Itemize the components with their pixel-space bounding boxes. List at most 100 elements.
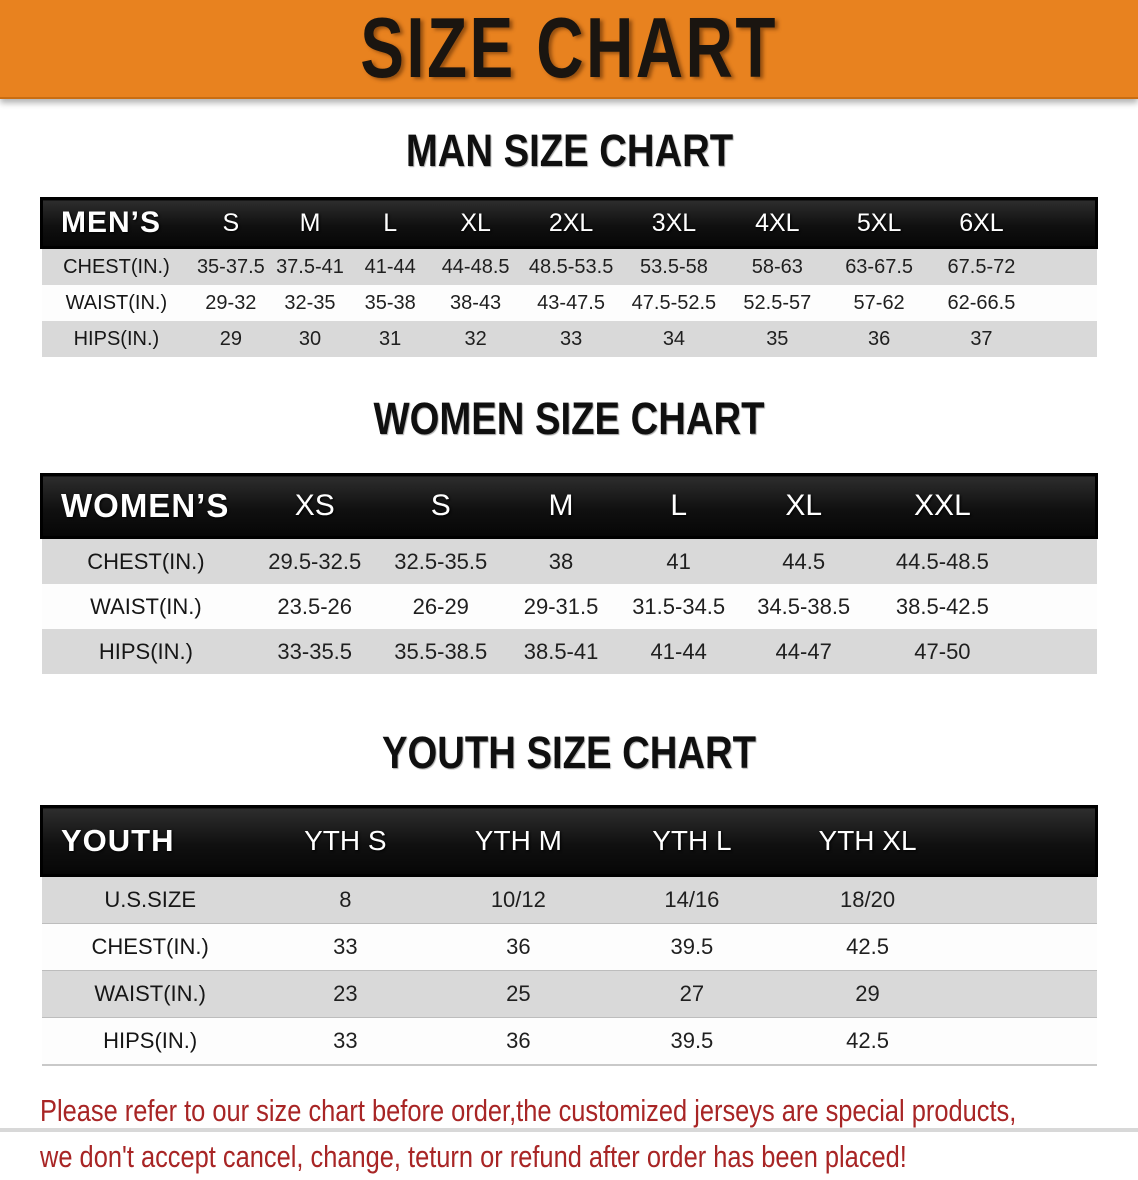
- size-column-header: XS: [250, 473, 380, 539]
- banner: SIZE CHART: [0, 0, 1138, 99]
- row-label: CHEST(IN.): [87, 548, 205, 574]
- size-cell: 53.5-58: [640, 255, 708, 278]
- filler-cell: [1033, 197, 1099, 249]
- size-cell: 29-31.5: [523, 593, 599, 619]
- row-label: WAIST(IN.): [65, 291, 168, 314]
- filler-cell: [1015, 629, 1096, 674]
- banner-title: SIZE CHART: [360, 0, 778, 96]
- size-column-header: 4XL: [726, 197, 829, 249]
- table-row: WAIST(IN.) 29-32 32-35 35-38 38-43 43-47.5 47.…: [41, 285, 1097, 321]
- row-label: CHEST(IN.): [41, 923, 259, 971]
- size-cell: 34: [662, 327, 686, 350]
- size-cell: 29-32: [205, 291, 257, 314]
- size-cell: 38-43: [450, 291, 502, 314]
- size-cell: 23.5-26: [277, 593, 353, 619]
- filler-cell: [1033, 321, 1096, 357]
- size-cell: 38: [548, 548, 574, 574]
- filler-cell: [1033, 285, 1096, 321]
- women-section-heading-text: WOMEN SIZE CHART: [373, 393, 765, 444]
- size-cell: 41-44: [364, 255, 416, 278]
- size-cell: 29.5-32.5: [268, 548, 362, 574]
- women-size-table: WOMEN’S XS S M L XL XXL CHEST(IN.) 29.5-32.5 32.…: [40, 473, 1099, 674]
- table-row: WAIST(IN.) 23 25 27 29: [41, 970, 1097, 1018]
- men-size-section: MAN SIZE CHART MEN’S S M L XL 2XL 3XL 4XL 5XL 6XL…: [0, 127, 1138, 357]
- filler-cell: [1015, 473, 1099, 539]
- size-cell: 36: [431, 1017, 605, 1066]
- women-size-section: WOMEN SIZE CHART WOMEN’S XS S M L XL XXL CHEST…: [0, 395, 1138, 674]
- size-cell: 35: [766, 327, 789, 350]
- size-cell: 44.5: [782, 548, 826, 574]
- size-cell: 27: [604, 970, 779, 1018]
- size-cell: 32: [464, 327, 487, 350]
- size-cell: 47.5-52.5: [631, 291, 717, 314]
- size-cell: 58-63: [751, 255, 803, 278]
- row-label: HIPS(IN.): [98, 638, 193, 664]
- row-label: WAIST(IN.): [90, 593, 202, 619]
- size-cell: 32.5-35.5: [394, 548, 488, 574]
- size-cell: 31: [379, 327, 402, 350]
- size-column-header: YTH XL: [778, 805, 957, 877]
- size-cell: 35-37.5: [196, 255, 265, 278]
- filler-cell: [1015, 538, 1096, 585]
- size-cell: 18/20: [778, 875, 957, 924]
- footer-note: Please refer to our size chart before or…: [40, 1088, 1138, 1180]
- table-row: CHEST(IN.) 33 36 39.5 42.5: [41, 923, 1097, 971]
- size-cell: 10/12: [431, 875, 605, 924]
- size-column-header: 6XL: [929, 197, 1034, 249]
- row-label: CHEST(IN.): [63, 255, 170, 278]
- filler-cell: [956, 1017, 1097, 1066]
- men-section-heading: MAN SIZE CHART: [0, 127, 1138, 175]
- size-cell: 33: [258, 1017, 432, 1066]
- size-cell: 38.5-41: [523, 638, 599, 664]
- row-label: U.S.SIZE: [41, 875, 259, 924]
- men-section-heading-text: MAN SIZE CHART: [405, 125, 733, 176]
- size-cell: 44.5-48.5: [895, 548, 989, 574]
- table-row: HIPS(IN.) 33 36 39.5 42.5: [41, 1017, 1097, 1066]
- row-label: HIPS(IN.): [41, 1017, 259, 1066]
- size-column-header: XL: [737, 473, 870, 539]
- men-size-table: MEN’S S M L XL 2XL 3XL 4XL 5XL 6XL CHEST(IN.) 35-3…: [40, 197, 1099, 357]
- size-cell: 29: [219, 327, 242, 350]
- size-cell: 32-35: [284, 291, 336, 314]
- size-column-header: M: [502, 473, 620, 539]
- table-row: HIPS(IN.) 33-35.5 35.5-38.5 38.5-41 41-44 44-…: [41, 629, 1097, 674]
- women-header-row: WOMEN’S XS S M L XL XXL: [40, 473, 1099, 539]
- size-column-header: YTH M: [431, 805, 605, 877]
- size-cell: 14/16: [604, 875, 779, 924]
- size-cell: 33: [559, 327, 583, 350]
- size-cell: 41: [666, 548, 691, 574]
- size-cell: 67.5-72: [947, 255, 1016, 278]
- size-cell: 62-66.5: [947, 291, 1016, 314]
- table-row: U.S.SIZE 8 10/12 14/16 18/20: [41, 875, 1097, 924]
- size-cell: 37.5-41: [276, 255, 344, 278]
- size-cell: 43-47.5: [537, 291, 605, 314]
- size-cell: 34.5-38.5: [757, 593, 851, 619]
- table-corner-label: MEN’S: [40, 197, 192, 249]
- size-cell: 41-44: [650, 638, 707, 664]
- size-cell: 39.5: [604, 1017, 779, 1066]
- filler-cell: [1015, 584, 1096, 629]
- size-cell: 57-62: [853, 291, 905, 314]
- filler-cell: [956, 875, 1097, 924]
- size-cell: 37: [970, 327, 993, 350]
- table-corner-label: YOUTH: [39, 805, 259, 877]
- size-cell: 48.5-53.5: [528, 255, 614, 278]
- size-cell: 33-35.5: [277, 638, 353, 664]
- size-column-header: 5XL: [828, 197, 930, 249]
- size-cell: 42.5: [778, 923, 957, 971]
- filler-cell: [956, 805, 1099, 877]
- youth-size-table: YOUTH YTH S YTH M YTH L YTH XL U.S.SIZE 8 10/1…: [39, 805, 1099, 1066]
- footer-note-line-2: we don't accept cancel, change, teturn o…: [40, 1139, 907, 1174]
- youth-header-row: YOUTH YTH S YTH M YTH L YTH XL: [39, 805, 1099, 877]
- size-cell: 39.5: [604, 923, 779, 971]
- size-cell: 35.5-38.5: [394, 638, 488, 664]
- size-column-header: L: [349, 197, 431, 249]
- size-cell: 36: [867, 327, 891, 350]
- size-cell: 35-38: [364, 291, 416, 314]
- women-section-heading: WOMEN SIZE CHART: [0, 395, 1138, 443]
- table-row: CHEST(IN.) 29.5-32.5 32.5-35.5 38 41 44.5 44.5…: [41, 537, 1097, 585]
- size-cell: 30: [298, 327, 322, 350]
- size-column-header: L: [619, 473, 738, 539]
- size-cell: 52.5-57: [743, 291, 812, 314]
